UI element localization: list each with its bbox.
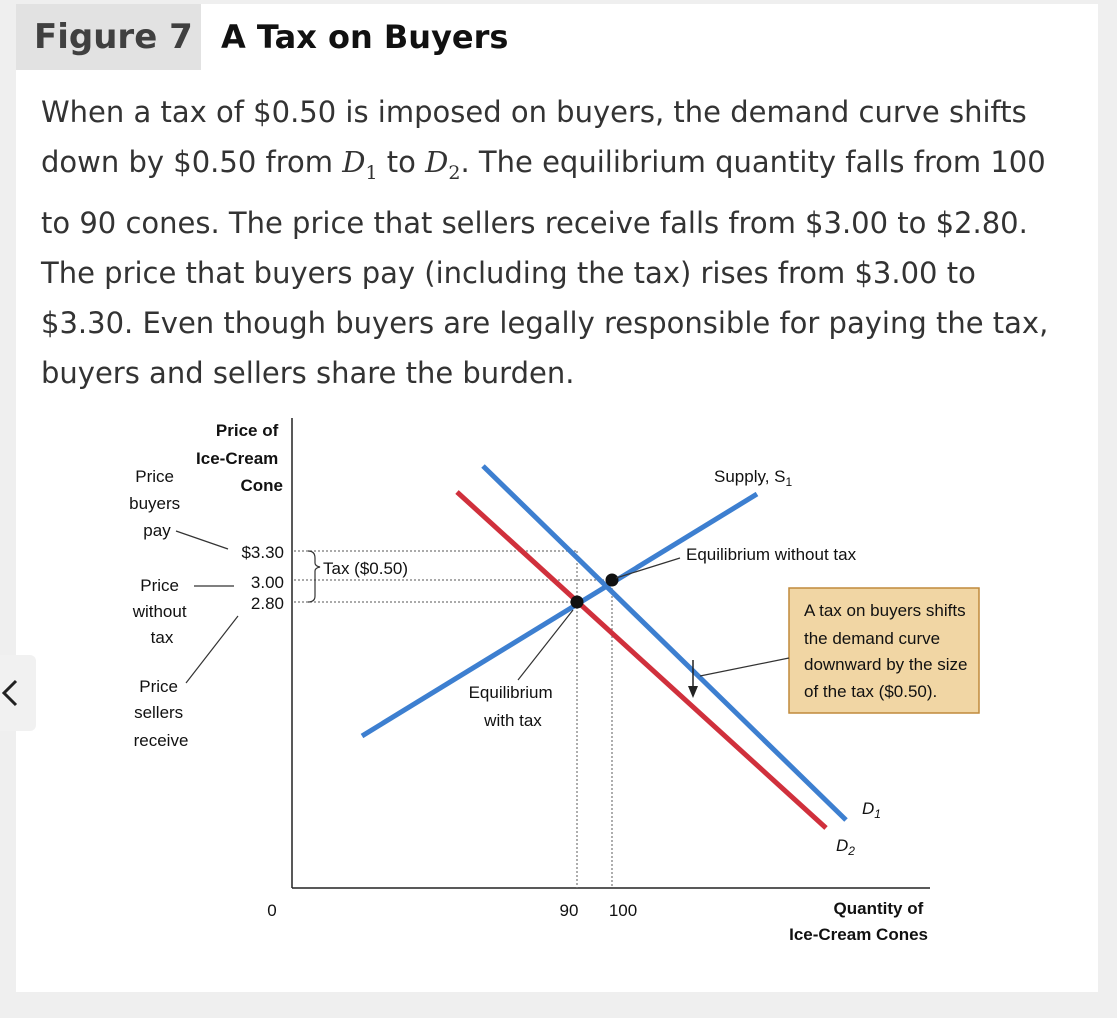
price-sellers-receive-label: Price sellers receive [134, 677, 189, 750]
guide-lines [294, 550, 613, 888]
figure-title: A Tax on Buyers [221, 18, 509, 56]
shift-note-leader [699, 657, 790, 677]
figure-caption: When a tax of $0.50 is imposed on buyers… [41, 87, 1071, 398]
y-axis-label: Price of Ice-Cream Cone [196, 421, 283, 495]
x-tick-0: 0 [267, 901, 276, 920]
price-buyers-pay-label: Price buyers pay [129, 467, 185, 540]
x-axis-label: Quantity of Ice-Cream Cones [789, 899, 928, 944]
equilibrium-without-tax-label: Equilibrium without tax [686, 545, 857, 564]
supply-label: Supply, S1 [714, 467, 793, 489]
shift-note-box [788, 587, 980, 714]
d2-label: D2 [836, 836, 855, 858]
figure-card [16, 4, 1098, 992]
caption-text-3: . The equilibrium quantity falls from 10… [41, 145, 1049, 390]
caption-d1: D1 [342, 145, 378, 184]
previous-figure-button[interactable] [0, 655, 36, 731]
x-tick-90: 90 [560, 901, 579, 920]
caption-d2: D2 [425, 145, 461, 184]
equilibrium-with-tax-label: Equilibrium with tax [469, 683, 558, 730]
figure-number-tab: Figure 7 [16, 4, 201, 70]
d1-label: D1 [862, 799, 881, 821]
eq-with-tax-leader [517, 609, 574, 681]
x-tick-100: 100 [609, 901, 637, 920]
demand-curve-d2 [455, 490, 828, 830]
y-tick-3.30: $3.30 [241, 543, 284, 562]
shift-note-text: A tax on buyers shifts the demand curve … [804, 601, 972, 701]
eq-without-tax-leader [615, 557, 681, 579]
tax-brace-label: Tax ($0.50) [323, 559, 408, 578]
figure-number: Figure 7 [34, 17, 193, 57]
equilibrium-point-with-tax [570, 595, 584, 609]
tax-brace [307, 550, 321, 603]
chevron-left-icon [1, 679, 18, 707]
caption-text-2: to [377, 145, 426, 179]
shift-arrow-down-icon [688, 686, 698, 698]
supply-curve [360, 491, 759, 739]
y-tick-3.00: 3.00 [251, 573, 284, 592]
equilibrium-point-without-tax [605, 573, 619, 587]
price-sellers-receive-leader [185, 615, 239, 684]
y-tick-2.80: 2.80 [251, 594, 284, 613]
caption-text-1: When a tax of $0.50 is imposed on buyers… [41, 95, 1027, 179]
price-buyers-pay-leader [175, 530, 229, 550]
demand-curve-d1 [481, 464, 848, 822]
price-without-tax-label: Price without tax [132, 576, 192, 647]
